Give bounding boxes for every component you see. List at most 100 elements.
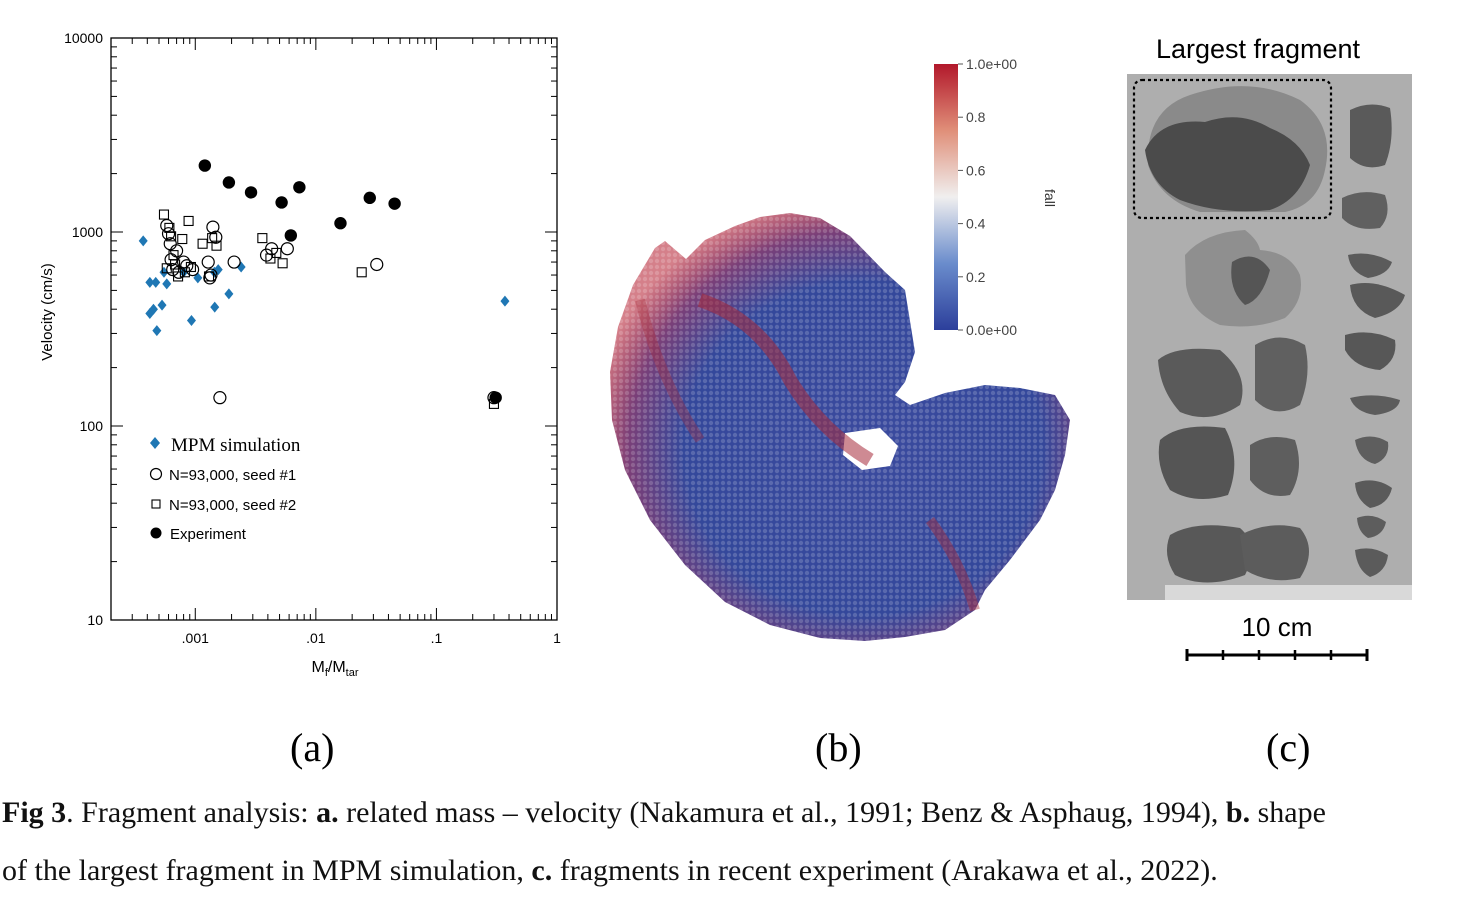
legend-marker-mpm: [150, 437, 160, 449]
seed2-point: [265, 253, 276, 264]
mpm-point: [500, 295, 510, 307]
largest-fragment-interior: [1145, 117, 1310, 212]
mpm-fragment-shape: 1.0e+00 0.8 0.6 0.4 0.2 0.0e+00 fall: [610, 56, 1070, 641]
particle-texture: [610, 213, 1070, 641]
legend-label-mpm: MPM simulation: [171, 435, 301, 456]
fragment-12: [1350, 282, 1405, 318]
experiment-point: [244, 186, 258, 199]
axis-tick-labels: .001 .01 .1 1 10 100 1000 10000: [64, 30, 561, 646]
seed2-point: [179, 267, 190, 278]
data-points: [138, 159, 510, 409]
fragment-17: [1357, 515, 1386, 538]
fragment-2-interior: [1231, 256, 1270, 305]
fragment-18: [1355, 548, 1388, 577]
seed2-point: [277, 258, 288, 269]
seed2-point: [203, 271, 215, 282]
mpm-point: [138, 235, 148, 247]
fragment-6: [1250, 436, 1299, 496]
experiment-point: [363, 191, 376, 205]
x-tick-label: .01: [306, 630, 326, 646]
panel-label-a: (a): [290, 725, 335, 770]
mpm-point: [162, 278, 172, 290]
mpm-point: [236, 261, 246, 273]
fragment-9: [1350, 104, 1392, 168]
seed2-point: [257, 233, 268, 244]
x-axis-label: Mf/Mtar: [311, 659, 358, 679]
experiment-point: [489, 391, 502, 404]
seed2-point: [183, 215, 194, 227]
fragment-7: [1166, 525, 1252, 583]
panel-label-b: (b): [815, 725, 862, 770]
colorbar-ticks: 1.0e+00 0.8 0.6 0.4 0.2 0.0e+00: [958, 56, 1017, 338]
seed2-point: [161, 263, 172, 274]
x-tick-label: .1: [431, 630, 443, 646]
experiment-point: [275, 196, 288, 209]
figure-caption-line-1: Fig 3. Fragment analysis: a. related mas…: [2, 796, 1326, 829]
fragment-11: [1348, 253, 1392, 278]
mass-velocity-chart: .001 .01 .1 1 10 100 1000 10000 Velocity (cm/s)…: [39, 30, 561, 679]
seed1-point: [209, 230, 223, 244]
mpm-point: [210, 301, 220, 313]
y-axis-label: Velocity (cm/s): [39, 263, 56, 361]
mpm-point: [224, 288, 234, 300]
seed2-point: [177, 233, 188, 245]
colorbar-title: fall: [1042, 189, 1058, 207]
seed1-point: [280, 242, 294, 256]
mpm-point: [152, 325, 162, 337]
mpm-point: [151, 276, 161, 288]
fragment-8: [1240, 525, 1309, 581]
seed1-point: [213, 391, 227, 405]
chart-frame: [110, 37, 558, 621]
crack-band-left: [635, 298, 705, 443]
fragment-16: [1355, 480, 1392, 508]
seed2-point: [158, 209, 170, 220]
fragment-3: [1158, 348, 1243, 418]
legend-label-experiment: Experiment: [170, 526, 247, 543]
photo-title: Largest fragment: [1156, 34, 1361, 64]
y-tick-label: 100: [80, 418, 104, 434]
y-tick-label: 1000: [72, 224, 103, 240]
fragment-15: [1355, 436, 1389, 464]
experiment-point: [222, 176, 236, 189]
seed2-point: [166, 231, 177, 242]
legend-label-seed2: N=93,000, seed #2: [169, 497, 296, 514]
seed2-point: [185, 261, 196, 273]
seed2-point: [170, 259, 181, 270]
figure-caption-line-2: of the largest fragment in MPM simulatio…: [2, 854, 1218, 887]
colorbar-gradient: [934, 64, 958, 330]
figure-panels: .001 .01 .1 1 10 100 1000 10000 Velocity (cm/s)…: [39, 30, 1412, 679]
crack-band-right: [925, 517, 980, 612]
seed2-point: [211, 240, 222, 251]
fragment-10: [1342, 192, 1388, 229]
seed1-point: [166, 263, 180, 277]
scale-bar-label: 10 cm: [1242, 612, 1313, 642]
legend-marker-seed2: [151, 499, 161, 509]
seed1-point: [160, 218, 174, 233]
experiment-point: [198, 159, 212, 172]
fragment-4: [1255, 337, 1308, 412]
axis-ticks: [110, 37, 558, 621]
colorbar-tick-label: 0.8: [966, 109, 986, 125]
seed2-point: [197, 238, 208, 249]
colorbar-tick-label: 0.2: [966, 269, 986, 285]
scale-bar: [1185, 649, 1369, 661]
mpm-point: [186, 314, 196, 326]
experiment-point: [334, 217, 347, 230]
seed2-point: [164, 222, 175, 233]
seed1-point: [370, 257, 384, 272]
crack-band: [697, 293, 874, 467]
mpm-point: [145, 276, 155, 288]
seed2-point: [271, 247, 282, 258]
colorbar-tick-label: 1.0e+00: [966, 56, 1017, 72]
mpm-point: [193, 272, 203, 284]
fragments-photo: Largest fragment 10 cm: [1127, 34, 1412, 661]
legend-marker-seed1: [149, 467, 163, 481]
seed1-point: [227, 255, 241, 269]
mpm-point: [157, 299, 167, 311]
y-tick-label: 10000: [64, 30, 103, 46]
x-tick-label: 1: [553, 630, 561, 646]
experiment-point: [284, 229, 298, 242]
seed2-point: [356, 267, 367, 278]
mpm-point: [148, 303, 158, 315]
colorbar: 1.0e+00 0.8 0.6 0.4 0.2 0.0e+00 fall: [934, 56, 1058, 338]
